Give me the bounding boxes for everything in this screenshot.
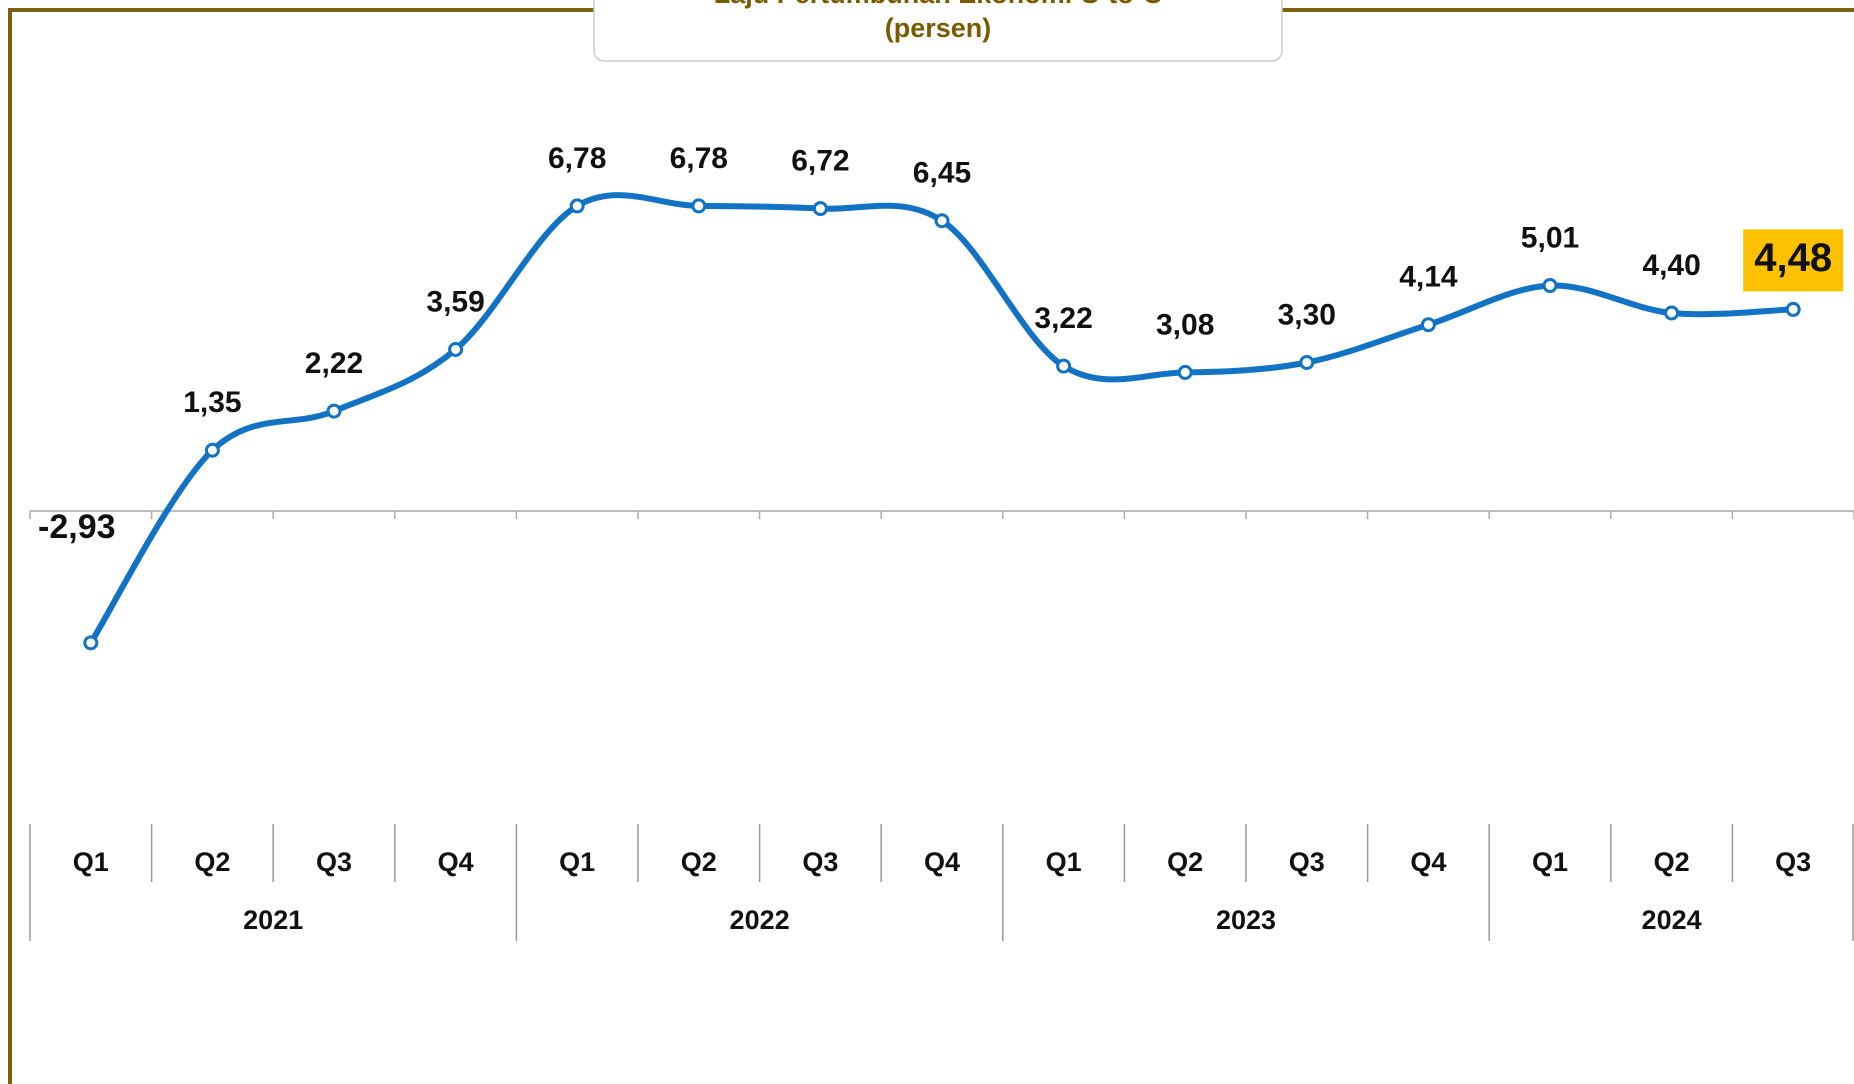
x-tick-label: Q4 — [1410, 847, 1446, 877]
data-label: -2,93 — [38, 508, 116, 546]
point — [691, 198, 707, 214]
x-tick-label: Q3 — [316, 847, 352, 877]
x-tick-label: Q2 — [1654, 847, 1690, 877]
data-label: 3,22 — [1034, 302, 1092, 335]
data-label: 4,48 — [1754, 236, 1832, 280]
x-tick-label: Q4 — [438, 847, 474, 877]
point — [326, 403, 342, 419]
data-label: 3,30 — [1278, 298, 1336, 331]
point — [1056, 358, 1072, 374]
point — [83, 635, 99, 651]
point — [1177, 364, 1193, 380]
point — [1542, 278, 1558, 294]
chart-title: Laju Pertumbuhan Ekonomi C-to-C — [714, 0, 1163, 9]
point — [204, 442, 220, 458]
series-line — [87, 192, 1797, 646]
highlight-box — [1743, 229, 1844, 292]
data-label: 4,14 — [1399, 261, 1458, 294]
data-label: 6,45 — [913, 157, 971, 190]
point — [1785, 301, 1801, 317]
x-tick-label: Q2 — [1167, 847, 1203, 877]
x-tick-label: Q1 — [73, 847, 109, 877]
point — [934, 213, 950, 229]
year-label: 2023 — [1216, 905, 1276, 935]
year-label: 2021 — [243, 905, 303, 935]
x-tick-label: Q2 — [681, 847, 717, 877]
point — [812, 201, 828, 217]
x-tick-label: Q3 — [1289, 847, 1325, 877]
title-box — [593, 0, 1283, 62]
year-label: 2024 — [1642, 905, 1702, 935]
x-tick-label: Q2 — [194, 847, 230, 877]
data-label: 4,40 — [1642, 249, 1700, 282]
point — [1420, 317, 1436, 333]
x-tick-label: Q1 — [559, 847, 595, 877]
year-label: 2022 — [730, 905, 790, 935]
point — [569, 198, 585, 214]
x-tick-label: Q3 — [1775, 847, 1811, 877]
data-label: 6,78 — [548, 142, 606, 175]
data-label: 6,78 — [670, 142, 728, 175]
x-tick-label: Q1 — [1046, 847, 1082, 877]
data-label: 6,72 — [791, 145, 849, 178]
point — [1299, 355, 1315, 370]
x-tick-label: Q3 — [802, 847, 838, 877]
data-label: 3,59 — [426, 285, 484, 318]
x-tick-label: Q1 — [1532, 847, 1568, 877]
point — [1664, 305, 1680, 321]
data-label: 3,08 — [1156, 308, 1214, 341]
x-tick-label: Q4 — [924, 847, 960, 877]
data-label: 2,22 — [305, 347, 363, 380]
data-label: 1,35 — [183, 386, 241, 419]
point — [448, 341, 464, 357]
data-label: 5,01 — [1521, 221, 1579, 254]
chart-subtitle: (persen) — [885, 13, 992, 43]
